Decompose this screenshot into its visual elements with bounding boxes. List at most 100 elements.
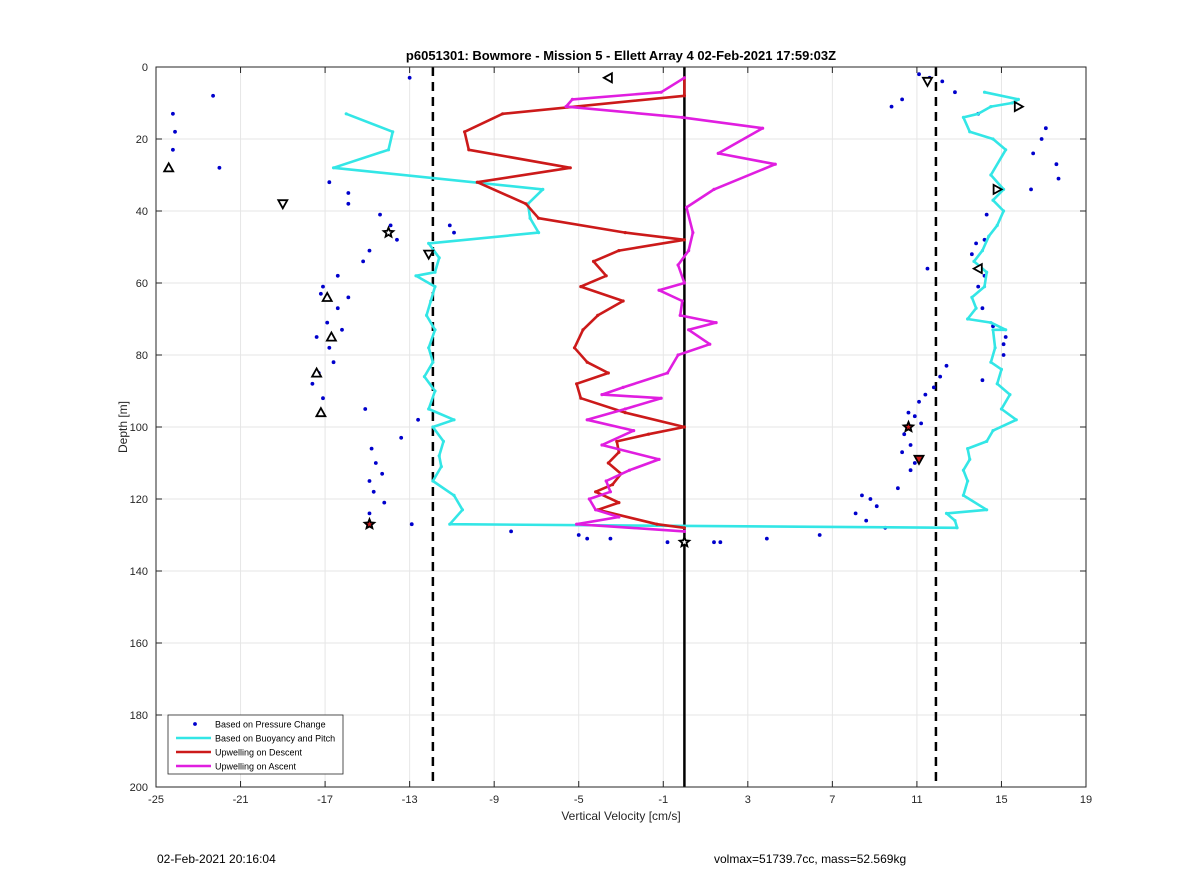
pressure-point [335,306,340,311]
series-point [974,306,978,310]
pressure-point [318,291,323,296]
series-point [615,439,619,443]
series-point [391,130,395,134]
axis-ticks: -25 -21 -17 -13 -9 -5 -1 3 7 11 15 1902040608010012… [130,62,1092,806]
pressure-point [321,396,325,401]
pressure-point [718,540,723,545]
pressure-point [976,284,981,289]
triangle-marker-up [325,330,338,342]
pressure-point [367,248,372,253]
pressure-point [817,533,822,537]
y-tick-label: 40 [136,206,148,218]
series-point [581,328,585,332]
pressure-point [371,489,376,494]
series-based-on-buoyancy-and-pitch [331,90,1020,530]
series-point [655,522,659,526]
pressure-point [874,504,879,509]
series-point [985,439,989,443]
series-point [600,393,604,397]
marker-layer [162,71,1025,549]
pressure-point [764,536,769,541]
triangle-marker-up [310,366,323,378]
y-tick-label: 0 [142,62,148,74]
pressure-point [211,93,215,98]
series-point [995,382,999,386]
pressure-point [346,201,351,206]
pressure-point [382,500,387,505]
series-point [989,321,993,325]
pressure-point [378,212,382,217]
pressure-point [340,327,344,332]
pressure-point [895,486,900,491]
series-point [968,457,972,461]
series-point [982,285,987,289]
series-point [632,429,636,433]
series-point [712,187,716,191]
pressure-point [912,461,917,465]
pressure-point [407,75,412,80]
series-point [972,259,976,263]
pressure-point [335,273,340,278]
series-point [968,130,972,134]
y-tick-label: 120 [130,494,148,506]
x-tick-label: -9 [489,794,499,806]
series-point [995,223,999,227]
series-point [991,328,995,332]
series-point [980,249,985,253]
series-point [1004,148,1008,152]
series-point [961,468,966,472]
pressure-point [331,360,336,365]
y-tick-label: 200 [130,782,148,794]
series-point [1008,393,1012,397]
pressure-point [321,284,325,289]
y-tick-label: 80 [136,350,148,362]
pressure-point [314,335,319,339]
pressure-point [367,511,372,516]
pressure-point [367,479,372,483]
series-point [687,249,691,253]
pressure-point [509,529,513,534]
series-layer [171,72,1061,545]
series-point [684,205,689,209]
series-point [623,411,627,415]
series-point [433,328,437,332]
series-point [716,151,720,155]
series-point [528,216,532,220]
x-tick-label: -21 [233,794,249,806]
pressure-point [217,165,222,170]
series-point [989,105,993,109]
legend-swatch [193,722,197,726]
series-point [691,231,695,235]
star-marker [362,516,377,531]
x-tick-label: -1 [658,794,668,806]
series-point [431,479,435,483]
series-point [344,112,348,116]
series-point [606,371,610,375]
series-point [610,483,615,487]
series-point [617,501,621,505]
series-point [604,479,608,483]
pressure-point [1031,151,1036,156]
series-point [982,90,987,94]
series-point [966,479,970,483]
series-point [623,231,627,235]
legend-box [167,714,344,775]
y-tick-label: 140 [130,566,148,578]
series-point [572,346,577,350]
series-point [585,360,589,364]
triangle-marker-left [601,71,613,84]
series-point [659,90,663,94]
pressure-point [908,443,913,447]
pressure-point [900,97,905,102]
pressure-point [980,306,985,311]
series-point [676,353,680,357]
pressure-point [908,468,913,473]
series-point [575,382,579,386]
pressure-point [919,421,924,426]
series-point [437,256,441,260]
pressure-point [361,259,366,264]
pressure-point [900,450,905,455]
pressure-point [984,212,989,217]
series-point [659,396,663,400]
